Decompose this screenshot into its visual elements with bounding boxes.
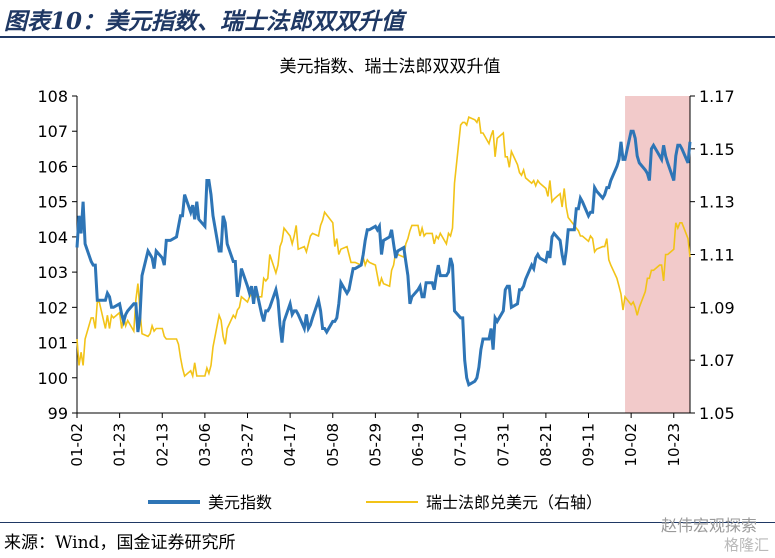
x-ticks: 01-02 01-23 02-13 03-06 03-27 04-17 05-08 05-29… — [68, 413, 683, 467]
x-tick-label: 09-11 — [580, 423, 598, 467]
y-tick-label-left: 104 — [37, 228, 68, 247]
y-tick-label-left: 101 — [37, 334, 68, 353]
y-tick-label-left: 106 — [37, 157, 68, 176]
legend: 美元指数 瑞士法郎兑美元（右轴） — [148, 493, 602, 512]
x-tick-label: 06-19 — [409, 423, 427, 467]
y-tick-label-left: 102 — [37, 298, 68, 317]
series-line-usd — [75, 129, 692, 388]
x-tick-label: 03-06 — [196, 423, 214, 467]
y-tick-label-left: 99 — [48, 404, 68, 423]
y-ticks-left: 99 100 101 102 103 104 105 106 107 108 — [37, 87, 77, 423]
y-tick-label-right: 1.07 — [699, 351, 735, 370]
y-tick-label-left: 103 — [37, 263, 68, 282]
x-tick-label: 03-27 — [239, 423, 257, 467]
series-line-chf — [76, 115, 691, 380]
y-tick-label-right: 1.13 — [699, 193, 735, 212]
y-tick-label-left: 107 — [37, 122, 68, 141]
x-tick-label: 10-02 — [622, 423, 640, 467]
y-tick-label-left: 100 — [37, 369, 68, 388]
source-note: 来源：Wind，国金证券研究所 — [4, 533, 236, 553]
legend-label-chf: 瑞士法郎兑美元（右轴） — [426, 493, 602, 512]
x-tick-label: 05-29 — [366, 423, 384, 467]
x-tick-label: 07-31 — [494, 423, 512, 467]
x-tick-label: 07-10 — [452, 423, 470, 467]
x-tick-label: 04-17 — [281, 423, 299, 467]
y-tick-label-left: 108 — [37, 87, 68, 106]
y-tick-label-left: 105 — [37, 193, 68, 212]
footer-rule — [0, 522, 775, 523]
y-ticks-right: 1.05 1.07 1.09 1.11 1.13 1.15 1.17 — [690, 87, 735, 423]
x-tick-label: 05-08 — [324, 423, 342, 467]
watermark: 赵伟宏观探索 — [660, 516, 757, 535]
x-tick-label: 01-23 — [111, 423, 129, 467]
y-tick-label-right: 1.11 — [699, 246, 735, 265]
y-tick-label-right: 1.05 — [699, 404, 735, 423]
x-tick-label: 08-21 — [537, 423, 555, 467]
legend-label-usd: 美元指数 — [208, 493, 272, 512]
x-tick-label: 10-23 — [665, 423, 683, 467]
figure-title: 图表10：美元指数、瑞士法郎双双升值 — [4, 8, 405, 35]
x-tick-label: 02-13 — [153, 423, 171, 467]
title-rule — [0, 36, 775, 38]
chart-title: 美元指数、瑞士法郎双双升值 — [280, 57, 501, 77]
y-tick-label-right: 1.15 — [699, 140, 735, 159]
y-tick-label-right: 1.09 — [699, 298, 735, 317]
chart: 美元指数、瑞士法郎双双升值 99 100 101 102 103 104 105 106 107… — [37, 57, 735, 512]
watermark-secondary: 格隆汇 — [723, 536, 769, 554]
y-tick-label-right: 1.17 — [699, 87, 735, 106]
x-tick-label: 01-02 — [68, 423, 86, 467]
